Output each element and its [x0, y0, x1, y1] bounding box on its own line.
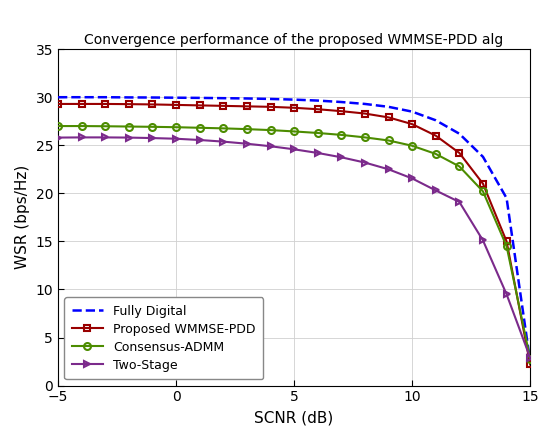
Proposed WMMSE-PDD — [102, 101, 109, 106]
Consensus-ADMM — [102, 124, 109, 129]
Consensus-ADMM — [385, 138, 392, 143]
Consensus-ADMM — [456, 164, 463, 169]
Consensus-ADMM — [55, 123, 61, 128]
Two-Stage — [220, 139, 227, 144]
Two-Stage — [267, 143, 274, 149]
Line: Two-Stage: Two-Stage — [55, 134, 534, 361]
Consensus-ADMM — [78, 123, 85, 128]
Fully Digital — [102, 95, 109, 100]
Proposed WMMSE-PDD — [149, 102, 156, 107]
Two-Stage — [55, 135, 61, 140]
Proposed WMMSE-PDD — [291, 105, 297, 110]
Line: Proposed WMMSE-PDD: Proposed WMMSE-PDD — [55, 100, 534, 368]
Fully Digital — [527, 359, 534, 364]
Two-Stage — [78, 135, 85, 140]
Fully Digital — [362, 101, 368, 106]
Fully Digital — [291, 97, 297, 102]
Fully Digital — [409, 109, 416, 114]
Proposed WMMSE-PDD — [173, 102, 179, 107]
Line: Consensus-ADMM: Consensus-ADMM — [55, 123, 534, 362]
Fully Digital — [338, 99, 345, 105]
Two-Stage — [362, 160, 368, 165]
Consensus-ADMM — [126, 124, 132, 129]
Consensus-ADMM — [409, 143, 416, 148]
Fully Digital — [196, 95, 203, 100]
Legend: Fully Digital, Proposed WMMSE-PDD, Consensus-ADMM, Two-Stage: Fully Digital, Proposed WMMSE-PDD, Conse… — [64, 297, 263, 379]
Consensus-ADMM — [196, 125, 203, 130]
Consensus-ADMM — [149, 124, 156, 129]
Proposed WMMSE-PDD — [78, 101, 85, 106]
Consensus-ADMM — [220, 126, 227, 131]
Proposed WMMSE-PDD — [315, 106, 321, 112]
Proposed WMMSE-PDD — [338, 109, 345, 114]
Consensus-ADMM — [173, 125, 179, 130]
Two-Stage — [126, 135, 132, 140]
Two-Stage — [291, 147, 297, 152]
Proposed WMMSE-PDD — [503, 239, 510, 244]
Title: Convergence performance of the proposed WMMSE-PDD alg: Convergence performance of the proposed … — [85, 33, 504, 47]
Consensus-ADMM — [503, 244, 510, 249]
Two-Stage — [409, 176, 416, 181]
Consensus-ADMM — [244, 126, 250, 132]
Fully Digital — [55, 95, 61, 100]
Fully Digital — [315, 98, 321, 103]
Proposed WMMSE-PDD — [220, 103, 227, 109]
Proposed WMMSE-PDD — [433, 133, 439, 138]
Consensus-ADMM — [362, 135, 368, 140]
Fully Digital — [126, 95, 132, 100]
Two-Stage — [102, 135, 109, 140]
X-axis label: SCNR (dB): SCNR (dB) — [254, 410, 334, 425]
Two-Stage — [149, 136, 156, 141]
Two-Stage — [244, 141, 250, 147]
Consensus-ADMM — [267, 128, 274, 133]
Fully Digital — [244, 96, 250, 101]
Proposed WMMSE-PDD — [55, 101, 61, 106]
Fully Digital — [220, 95, 227, 101]
Fully Digital — [433, 117, 439, 123]
Two-Stage — [503, 292, 510, 297]
Proposed WMMSE-PDD — [385, 115, 392, 120]
Proposed WMMSE-PDD — [244, 104, 250, 109]
Two-Stage — [196, 137, 203, 143]
Fully Digital — [267, 96, 274, 102]
Fully Digital — [503, 195, 510, 201]
Consensus-ADMM — [315, 130, 321, 136]
Two-Stage — [456, 199, 463, 205]
Fully Digital — [149, 95, 156, 100]
Two-Stage — [173, 136, 179, 141]
Fully Digital — [385, 104, 392, 110]
Proposed WMMSE-PDD — [527, 362, 534, 367]
Two-Stage — [433, 188, 439, 193]
Proposed WMMSE-PDD — [409, 121, 416, 127]
Line: Fully Digital: Fully Digital — [58, 97, 530, 362]
Two-Stage — [527, 355, 534, 360]
Two-Stage — [480, 238, 486, 243]
Proposed WMMSE-PDD — [196, 103, 203, 108]
Consensus-ADMM — [480, 189, 486, 194]
Proposed WMMSE-PDD — [362, 111, 368, 116]
Fully Digital — [456, 131, 463, 136]
Consensus-ADMM — [338, 132, 345, 138]
Fully Digital — [173, 95, 179, 100]
Proposed WMMSE-PDD — [126, 102, 132, 107]
Two-Stage — [338, 154, 345, 160]
Y-axis label: WSR (bps/Hz): WSR (bps/Hz) — [15, 165, 30, 269]
Fully Digital — [480, 154, 486, 159]
Consensus-ADMM — [291, 129, 297, 134]
Fully Digital — [78, 95, 85, 100]
Two-Stage — [385, 167, 392, 172]
Proposed WMMSE-PDD — [456, 150, 463, 156]
Two-Stage — [315, 150, 321, 156]
Consensus-ADMM — [527, 356, 534, 361]
Proposed WMMSE-PDD — [480, 181, 486, 187]
Consensus-ADMM — [433, 151, 439, 157]
Proposed WMMSE-PDD — [267, 104, 274, 110]
